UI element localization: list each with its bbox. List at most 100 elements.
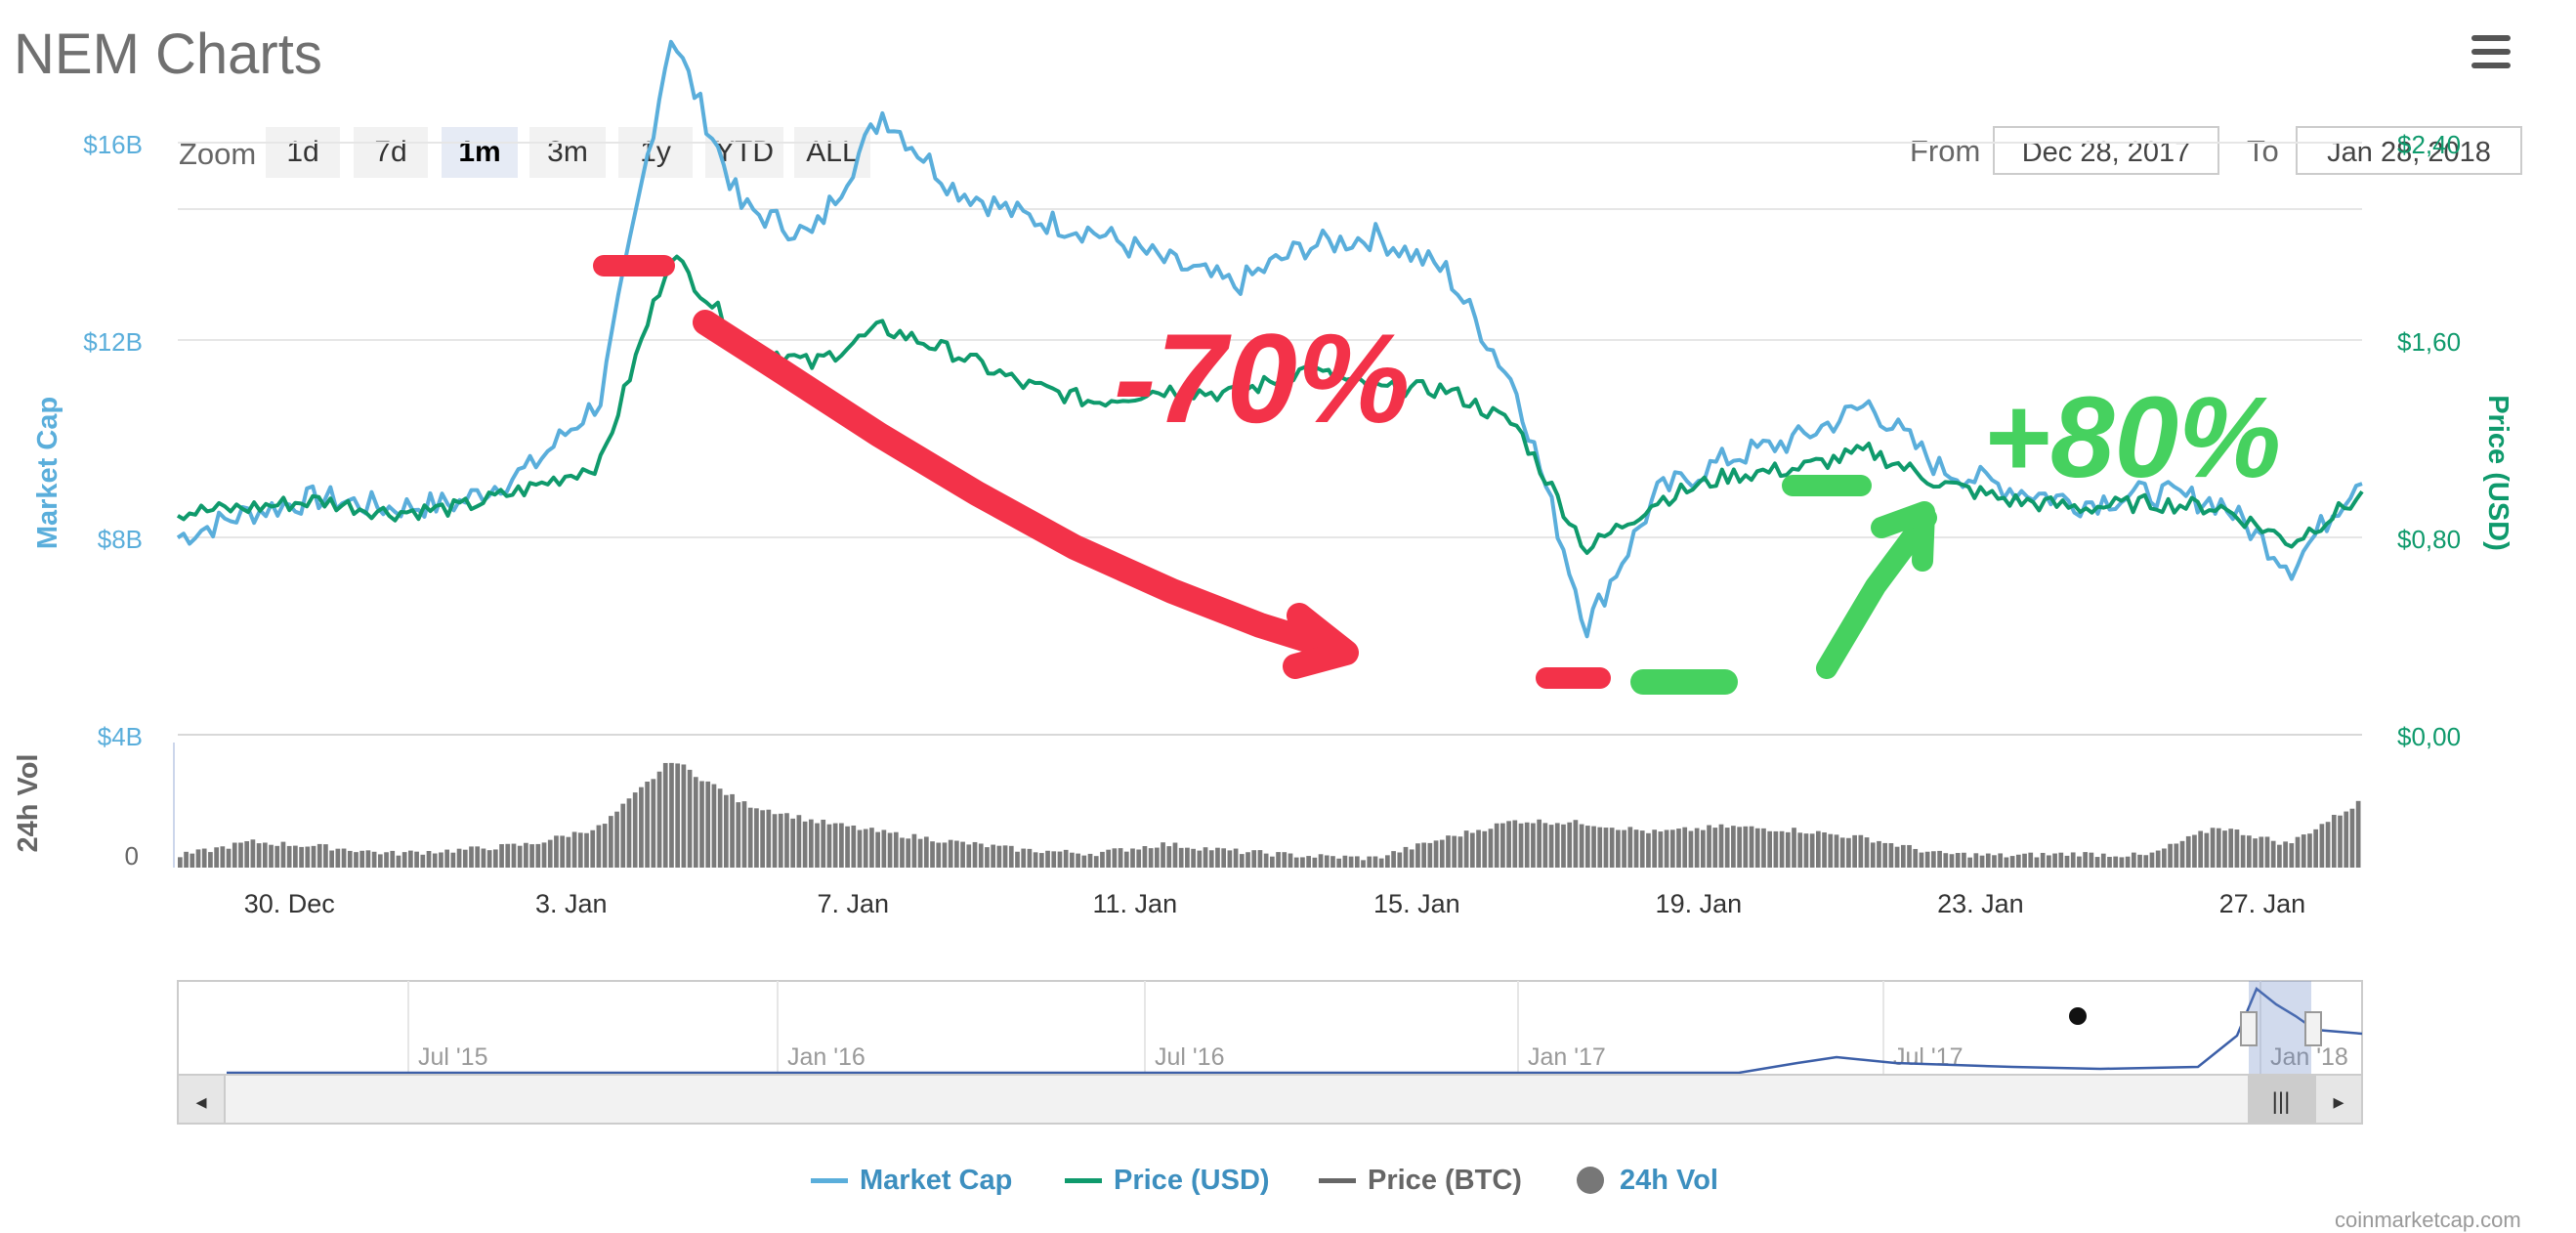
left-axis-title: Market Cap — [32, 397, 63, 549]
volume-bar — [535, 843, 541, 868]
legend-price-usd[interactable]: Price (USD) — [1065, 1161, 1270, 1200]
volume-bar — [887, 832, 893, 868]
zoom-button-7d[interactable]: 7d — [354, 127, 428, 178]
volume-bar — [1136, 849, 1142, 868]
volume-bar — [1312, 857, 1318, 868]
volume-bar — [608, 816, 613, 868]
volume-bar — [481, 848, 486, 868]
volume-bar — [1888, 843, 1894, 868]
volume-bar — [2234, 829, 2240, 868]
zoom-button-1d[interactable]: 1d — [266, 127, 340, 178]
volume-bar — [1676, 829, 1681, 868]
legend-market-cap[interactable]: Market Cap — [811, 1161, 1012, 1200]
volume-bar — [1809, 833, 1815, 868]
volume-bar — [566, 836, 571, 868]
navigator-tick-label: Jul '17 — [1893, 1043, 1963, 1071]
volume-bar — [1251, 850, 1257, 868]
volume-bar — [517, 845, 523, 868]
volume-bar — [547, 839, 553, 868]
volume-bar — [881, 829, 887, 868]
volume-bar — [645, 782, 650, 868]
volume-bar — [1882, 842, 1888, 868]
volume-bar — [1008, 845, 1014, 868]
volume-bar — [1300, 857, 1305, 868]
left-axis-tick-label: $4B — [98, 722, 143, 751]
volume-bar — [1652, 829, 1658, 868]
volume-bar — [305, 846, 311, 868]
volume-bar — [1591, 826, 1596, 868]
volume-bar — [1021, 848, 1027, 868]
volume-bar — [1409, 849, 1415, 868]
volume-bar — [1397, 852, 1403, 868]
navigator-tick-label: Jan '16 — [787, 1043, 866, 1071]
price-usd-line — [176, 254, 2364, 555]
volume-bar — [1646, 832, 1651, 868]
credits-link[interactable]: coinmarketcap.com — [2335, 1208, 2521, 1232]
volume-bar — [371, 851, 377, 868]
left-axis-tick-label: $12B — [83, 327, 143, 357]
volume-bar — [2240, 834, 2246, 868]
volume-bar — [1161, 842, 1165, 868]
volume-axis-tick-label: 0 — [125, 841, 139, 871]
legend-price-btc[interactable]: Price (BTC) — [1319, 1161, 1522, 1200]
volume-bar — [396, 855, 401, 868]
volume-bar — [693, 777, 698, 868]
volume-bar — [2168, 843, 2173, 868]
volume-bar — [1463, 830, 1469, 868]
to-date-input[interactable]: Jan 28, 2018 — [2296, 126, 2522, 175]
navigator-selection-mask — [2249, 981, 2311, 1075]
volume-bar — [978, 843, 984, 868]
volume-bar — [2210, 828, 2216, 868]
volume-bar — [1154, 847, 1160, 868]
volume-bar — [341, 848, 347, 868]
volume-bar — [1767, 830, 1773, 868]
volume-bar — [2089, 852, 2094, 868]
volume-bar — [511, 843, 517, 868]
volume-bar — [1027, 848, 1033, 868]
volume-bar — [462, 849, 468, 868]
volume-bar — [1669, 829, 1675, 868]
volume-bar — [311, 845, 317, 868]
volume-bar — [2325, 822, 2331, 868]
volume-bar — [1561, 824, 1566, 868]
volume-bar — [1773, 830, 1779, 868]
volume-bar — [347, 850, 353, 868]
right-axis-title: Price (USD) — [2482, 395, 2513, 551]
volume-bar — [286, 845, 292, 868]
volume-bar — [2119, 857, 2125, 868]
volume-bar — [201, 848, 207, 868]
volume-bar — [1943, 853, 1949, 868]
volume-bar — [1361, 860, 1366, 868]
volume-bar — [256, 843, 262, 868]
volume-bar — [1100, 851, 1105, 868]
volume-bar — [2064, 855, 2070, 868]
market-cap-line — [176, 39, 2363, 639]
volume-bar — [730, 793, 735, 868]
zoom-button-1m[interactable]: 1m — [442, 127, 518, 178]
volume-bar — [863, 829, 868, 868]
volume-bar — [2185, 835, 2191, 868]
volume-bar — [662, 762, 668, 868]
volume-bar — [359, 850, 365, 868]
volume-bar — [1185, 847, 1190, 868]
legend-24h-vol[interactable]: 24h Vol — [1577, 1161, 1718, 1200]
volume-bar — [1403, 846, 1409, 868]
volume-bar — [1792, 828, 1796, 868]
volume-bar — [377, 854, 383, 868]
zoom-button-3m[interactable]: 3m — [529, 127, 606, 178]
volume-bar — [2179, 840, 2185, 868]
volume-bar — [2331, 815, 2337, 868]
volume-bar — [2277, 844, 2282, 868]
volume-bar — [1288, 853, 1293, 868]
volume-bar — [2113, 856, 2119, 868]
hamburger-menu-icon[interactable] — [2468, 35, 2514, 74]
volume-bar — [2295, 836, 2301, 868]
scrollbar-thumb — [2248, 1074, 2314, 1125]
volume-bar — [1554, 823, 1560, 868]
volume-bar — [1900, 844, 1906, 868]
volume-bar — [790, 818, 796, 868]
volume-bar — [2131, 852, 2136, 868]
volume-bar — [2058, 852, 2064, 868]
volume-bar — [1834, 834, 1839, 868]
